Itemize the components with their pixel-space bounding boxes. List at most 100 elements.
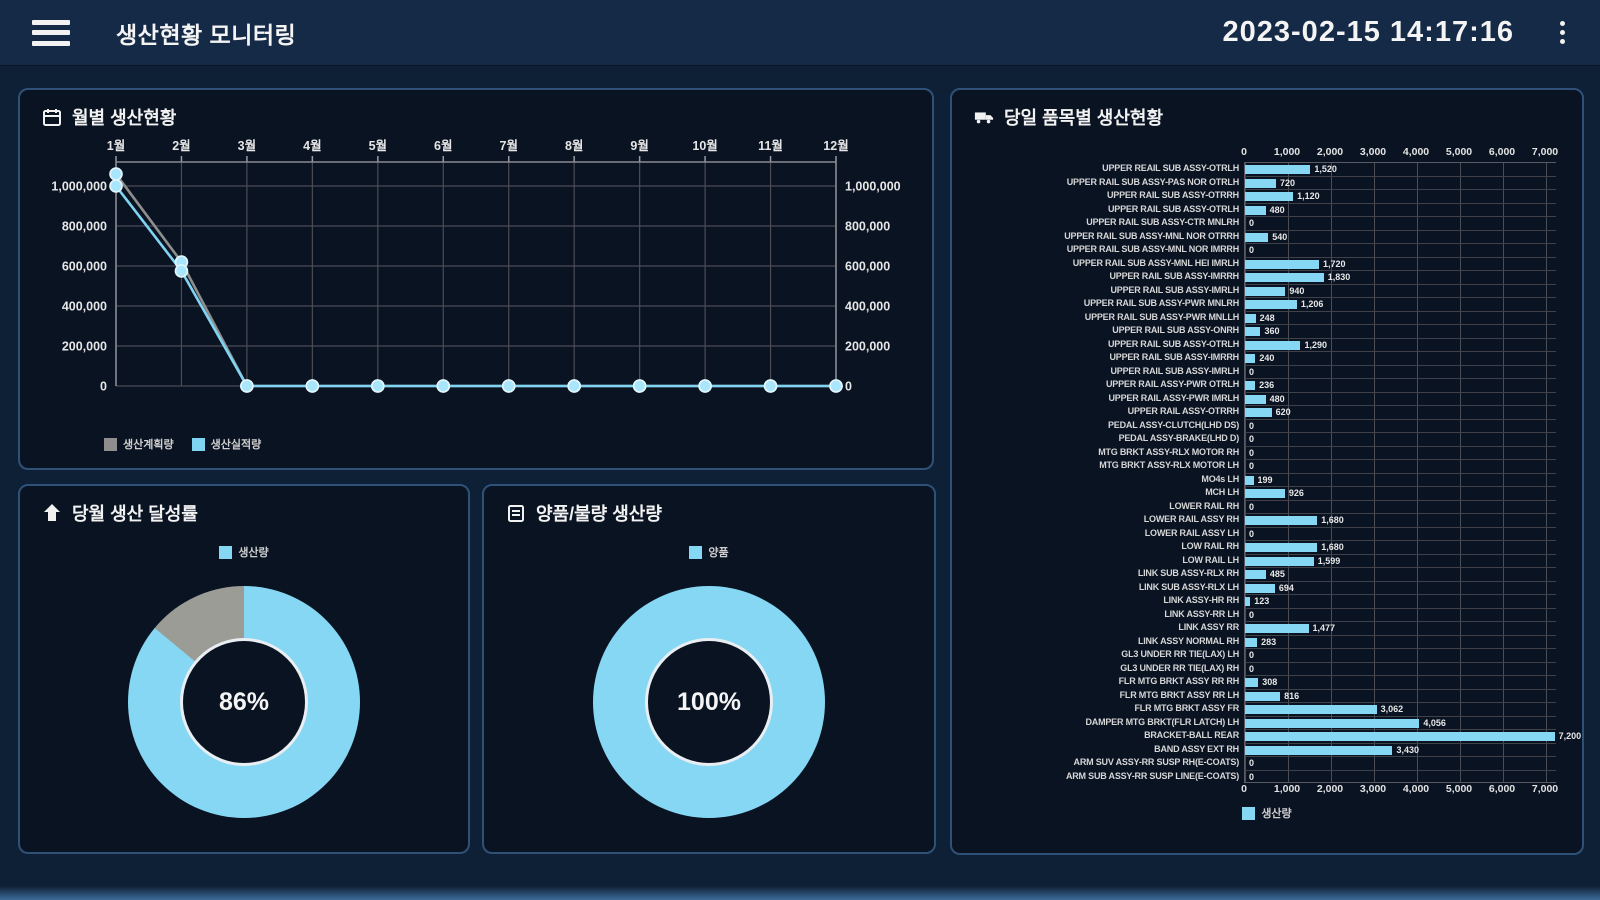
item-label: LOWER RAIL RH — [1169, 500, 1239, 511]
bar-row[interactable]: 0 — [1245, 771, 1556, 785]
axis-tick-label: 4,000 — [1402, 146, 1430, 158]
bar-row[interactable]: 3,062 — [1245, 703, 1556, 717]
monthly-line-chart[interactable]: 0 0 200,000 200,000 400,000 400,000 600,000 600… — [36, 134, 916, 434]
item-label: MCH LH — [1205, 487, 1239, 497]
quality-donut-chart[interactable]: 100% — [593, 586, 825, 818]
legend-item-actual[interactable]: 생산실적량 — [191, 436, 261, 452]
bar-row[interactable]: 240 — [1245, 352, 1556, 366]
svg-text:10월: 10월 — [692, 138, 717, 153]
bar-fill — [1245, 273, 1324, 282]
bar-value: 3,430 — [1396, 744, 1420, 755]
bar-row[interactable]: 0 — [1245, 501, 1556, 514]
bar-value: 4,056 — [1423, 717, 1446, 728]
truck-icon — [974, 107, 994, 127]
bar-fill — [1245, 327, 1261, 336]
bar-row[interactable]: 1,290 — [1245, 339, 1556, 352]
bar-row[interactable]: 940 — [1245, 285, 1556, 298]
achievement-donut-chart[interactable]: 86% — [128, 586, 360, 818]
svg-text:8월: 8월 — [565, 138, 583, 153]
items-legend-label: 생산량 — [1261, 808, 1292, 820]
svg-text:400,000: 400,000 — [62, 300, 107, 314]
item-label: UPPER RAIL ASSY-PWR OTRLH — [1105, 379, 1239, 389]
item-label: UPPER RAIL SUB ASSY-MNL HEI IMRLH — [1072, 257, 1239, 268]
svg-text:800,000: 800,000 — [845, 220, 890, 234]
bar-row[interactable]: 540 — [1245, 231, 1556, 244]
bar-row[interactable]: 0 — [1245, 757, 1556, 771]
item-label: UPPER RAIL SUB ASSY-PWR MNLLH — [1084, 311, 1239, 322]
bar-fill — [1245, 691, 1281, 701]
bar-row[interactable]: 480 — [1245, 204, 1556, 217]
bar-row[interactable]: 1,599 — [1245, 555, 1556, 568]
good-legend-swatch — [689, 545, 703, 559]
bar-row[interactable]: 0 — [1245, 420, 1556, 433]
bar-value: 1,520 — [1314, 164, 1337, 174]
bar-fill — [1245, 178, 1276, 188]
bar-row[interactable]: 1,520 — [1245, 163, 1556, 177]
bar-row[interactable]: 0 — [1245, 433, 1556, 447]
bar-row[interactable]: 199 — [1245, 474, 1556, 487]
bar-row[interactable]: 0 — [1245, 609, 1556, 622]
bar-row[interactable]: 816 — [1245, 690, 1556, 703]
bar-row[interactable]: 1,680 — [1245, 514, 1556, 528]
items-panel-title: 당일 품목별 생산현황 — [1004, 108, 1164, 128]
good-legend-label: 양품 — [708, 547, 729, 559]
legend-item-plan[interactable]: 생산계획량 — [104, 436, 174, 452]
bar-row[interactable]: 0 — [1245, 663, 1556, 676]
items-axis-top: 0 1,000 2,000 3,000 4,000 5,000 6,000 7,000 — [1241, 146, 1558, 162]
bar-row[interactable]: 694 — [1245, 582, 1556, 595]
bar-row[interactable]: 485 — [1245, 568, 1556, 582]
achievement-percentage: 86% — [218, 687, 270, 716]
bar-value: 3,062 — [1380, 704, 1404, 714]
bar-fill — [1245, 489, 1285, 498]
bar-row[interactable]: 0 — [1245, 366, 1556, 379]
bar-row[interactable]: 1,206 — [1245, 298, 1556, 312]
bar-value: 0 — [1249, 218, 1255, 228]
axis-tick-label: 6,000 — [1488, 783, 1516, 795]
bar-row[interactable]: 248 — [1245, 312, 1556, 325]
bar-row[interactable]: 3,430 — [1245, 744, 1556, 757]
bar-row[interactable]: 7,200 — [1245, 730, 1581, 744]
legend-item-good[interactable]: 양품 — [689, 544, 729, 560]
bar-row[interactable]: 720 — [1245, 177, 1556, 190]
hamburger-icon[interactable] — [32, 19, 70, 46]
bar-value: 360 — [1264, 326, 1280, 336]
bar-row[interactable]: 0 — [1245, 244, 1556, 258]
axis-tick-label: 4,000 — [1402, 783, 1430, 795]
bar-fill — [1245, 570, 1266, 579]
bar-row[interactable]: 480 — [1245, 393, 1556, 406]
svg-text:200,000: 200,000 — [845, 340, 890, 354]
bar-value: 1,206 — [1300, 299, 1324, 309]
items-bar-chart[interactable]: UPPER REAIL SUB ASSY-OTRLH UPPER RAIL SUB… — [952, 146, 1582, 799]
bar-row[interactable]: 308 — [1245, 676, 1556, 690]
bar-row[interactable]: 1,830 — [1245, 271, 1556, 285]
quality-donut-hole: 100% — [645, 638, 773, 766]
bar-row[interactable]: 283 — [1245, 636, 1556, 649]
svg-text:5월: 5월 — [369, 138, 387, 153]
bar-row[interactable]: 4,056 — [1245, 717, 1556, 730]
axis-tick-label: 5,000 — [1445, 783, 1473, 795]
bar-row[interactable]: 926 — [1245, 487, 1556, 501]
item-label: UPPER RAIL SUB ASSY-CTR MNLRH — [1086, 217, 1239, 227]
legend-item-production[interactable]: 생산량 — [219, 544, 269, 560]
bar-row[interactable]: 0 — [1245, 528, 1556, 541]
bar-row[interactable]: 1,120 — [1245, 190, 1556, 204]
item-label: GL3 UNDER RR TIE(LAX) RH — [1120, 662, 1239, 673]
item-label: GL3 UNDER RR TIE(LAX) LH — [1121, 649, 1239, 659]
bar-row[interactable]: 1,680 — [1245, 541, 1556, 555]
bar-row[interactable]: 0 — [1245, 460, 1556, 474]
bar-row[interactable]: 0 — [1245, 649, 1556, 663]
bar-row[interactable]: 236 — [1245, 379, 1556, 393]
monthly-panel-title: 월별 생산현황 — [72, 108, 177, 128]
bar-fill — [1245, 637, 1258, 647]
kebab-menu-icon[interactable] — [1542, 21, 1582, 44]
legend-item-items-production[interactable]: 생산량 — [1242, 805, 1292, 821]
bar-row[interactable]: 1,720 — [1245, 258, 1556, 271]
bar-row[interactable]: 123 — [1245, 595, 1556, 609]
bar-row[interactable]: 0 — [1245, 447, 1556, 460]
bar-row[interactable]: 1,477 — [1245, 622, 1556, 636]
bar-value: 694 — [1278, 582, 1294, 593]
bar-row[interactable]: 0 — [1245, 217, 1556, 231]
svg-text:200,000: 200,000 — [62, 340, 107, 354]
bar-row[interactable]: 360 — [1245, 325, 1556, 339]
bar-row[interactable]: 620 — [1245, 406, 1556, 420]
